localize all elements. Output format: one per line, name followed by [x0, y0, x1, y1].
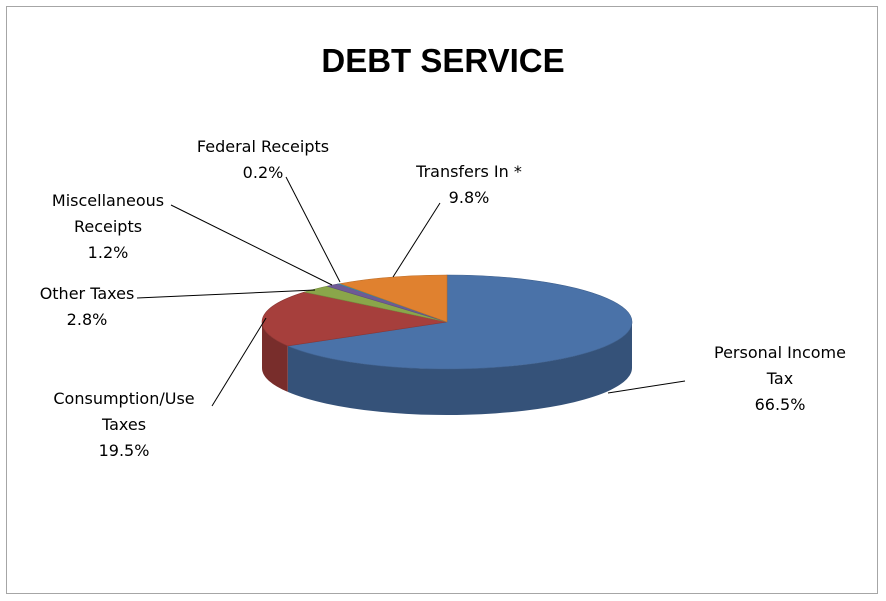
leader-line-3: [170, 204, 333, 286]
leader-lines: [136, 176, 686, 407]
leader-line-5: [392, 202, 441, 278]
slice-name-label-0: Personal Income: [714, 343, 846, 362]
leader-line-0: [607, 380, 686, 394]
slice-name-label-2: Other Taxes: [40, 284, 135, 303]
leader-line-4: [285, 176, 341, 283]
slice-name-label-1: Taxes: [101, 415, 146, 434]
leader-line-2: [136, 289, 316, 299]
leader-line-1: [211, 317, 267, 407]
pie-sides: [262, 322, 632, 415]
slice-name-label-5: Transfers In *: [415, 162, 522, 181]
pie-side-0: [287, 322, 632, 415]
pie-top: [261, 274, 633, 370]
pie-side-1: [262, 322, 288, 392]
slice-name-label-0: Tax: [766, 369, 793, 388]
pie-slice-5: [338, 274, 448, 323]
chart-title: DEBT SERVICE: [321, 42, 565, 79]
slice-value-label-4: 0.2%: [243, 163, 284, 182]
slice-name-label-3: Receipts: [74, 217, 142, 236]
slice-name-label-1: Consumption/Use: [53, 389, 194, 408]
slice-name-label-4: Federal Receipts: [197, 137, 329, 156]
pie-slice-1: [261, 291, 448, 347]
slice-value-label-1: 19.5%: [99, 441, 150, 460]
slice-value-label-0: 66.5%: [755, 395, 806, 414]
slice-value-label-3: 1.2%: [88, 243, 129, 262]
slice-name-label-3: Miscellaneous: [52, 191, 164, 210]
slice-labels: Personal Income Tax 66.5% Consumption/Use Ta…: [40, 137, 846, 460]
pie-slice-0: [286, 274, 633, 370]
slice-value-label-5: 9.8%: [449, 188, 490, 207]
slice-value-label-2: 2.8%: [67, 310, 108, 329]
